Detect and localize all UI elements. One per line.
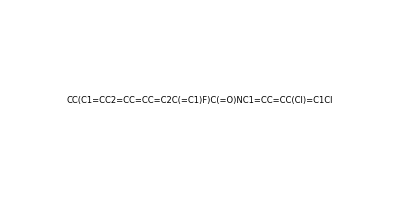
Text: CC(C1=CC2=CC=CC=C2C(=C1)F)C(=O)NC1=CC=CC(Cl)=C1Cl: CC(C1=CC2=CC=CC=C2C(=C1)F)C(=O)NC1=CC=CC… xyxy=(67,97,333,105)
